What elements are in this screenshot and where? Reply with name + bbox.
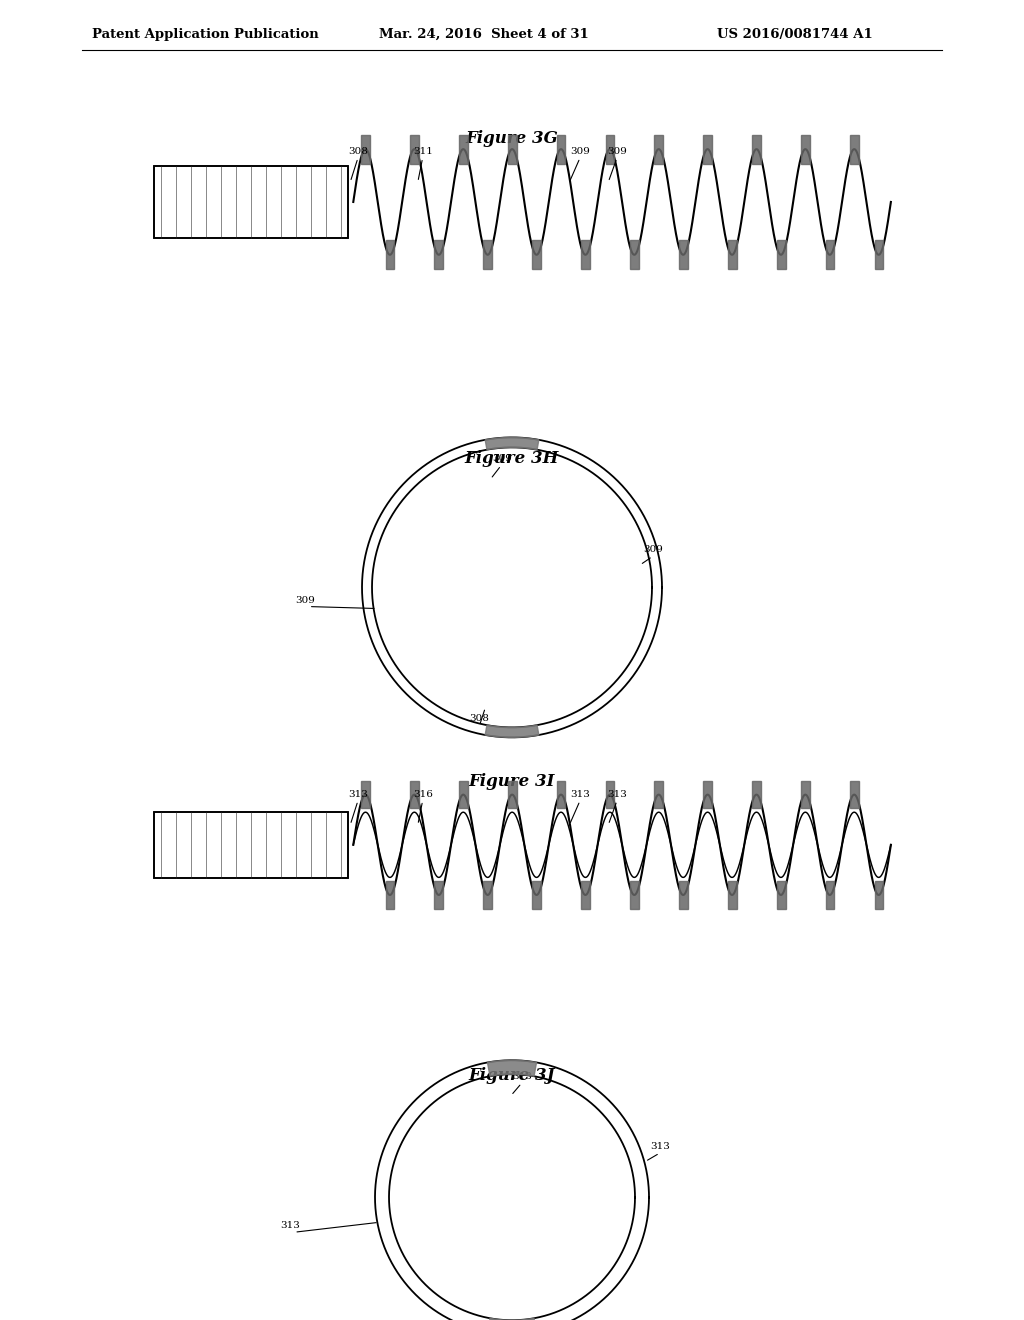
Text: 309: 309 <box>570 147 591 156</box>
Text: 313: 313 <box>348 789 369 799</box>
Text: 313: 313 <box>280 1221 300 1230</box>
Polygon shape <box>487 1060 537 1076</box>
Text: Figure 3I: Figure 3I <box>469 774 555 789</box>
Bar <box>630 240 639 269</box>
Bar <box>434 240 443 269</box>
Bar <box>605 135 614 164</box>
Bar <box>582 882 590 908</box>
Bar <box>605 781 614 808</box>
Bar <box>459 135 468 164</box>
Bar <box>483 882 493 908</box>
Bar <box>154 166 348 238</box>
Bar <box>850 781 859 808</box>
Bar <box>753 781 761 808</box>
Text: Patent Application Publication: Patent Application Publication <box>92 28 318 41</box>
Text: 309: 309 <box>607 147 628 156</box>
Text: 311: 311 <box>413 147 433 156</box>
Bar <box>874 882 884 908</box>
Text: 313: 313 <box>512 1072 532 1081</box>
Bar <box>630 882 639 908</box>
Text: 309: 309 <box>295 595 315 605</box>
Bar <box>728 240 736 269</box>
Bar <box>532 882 541 908</box>
Bar <box>557 781 565 808</box>
Bar <box>154 166 348 238</box>
Polygon shape <box>485 437 539 450</box>
Text: 309: 309 <box>492 454 512 463</box>
Bar <box>582 240 590 269</box>
Bar <box>508 135 516 164</box>
Bar <box>777 882 785 908</box>
Bar <box>679 240 688 269</box>
Text: 316: 316 <box>413 789 433 799</box>
Bar <box>386 240 394 269</box>
Bar <box>459 781 468 808</box>
Bar <box>154 812 348 878</box>
Text: 308: 308 <box>469 714 489 723</box>
Bar <box>801 135 810 164</box>
Text: Figure 3J: Figure 3J <box>469 1068 555 1084</box>
Text: Mar. 24, 2016  Sheet 4 of 31: Mar. 24, 2016 Sheet 4 of 31 <box>379 28 589 41</box>
Bar <box>508 781 516 808</box>
Text: 308: 308 <box>348 147 369 156</box>
Text: 313: 313 <box>650 1142 671 1151</box>
Bar <box>825 240 835 269</box>
Text: Figure 3H: Figure 3H <box>465 450 559 466</box>
Bar <box>557 135 565 164</box>
Bar <box>654 135 664 164</box>
Bar <box>703 781 712 808</box>
Bar <box>361 135 370 164</box>
Text: 309: 309 <box>643 545 664 554</box>
Text: Figure 3G: Figure 3G <box>466 131 558 147</box>
Bar <box>753 135 761 164</box>
Bar <box>679 882 688 908</box>
Text: US 2016/0081744 A1: US 2016/0081744 A1 <box>717 28 872 41</box>
Bar <box>410 781 419 808</box>
Bar <box>801 781 810 808</box>
Bar <box>777 240 785 269</box>
Bar <box>654 781 664 808</box>
Bar <box>728 882 736 908</box>
Bar <box>532 240 541 269</box>
Bar <box>410 135 419 164</box>
Bar <box>874 240 884 269</box>
Text: 313: 313 <box>570 789 591 799</box>
Bar <box>825 882 835 908</box>
Bar <box>850 135 859 164</box>
Bar <box>703 135 712 164</box>
Text: 313: 313 <box>607 789 628 799</box>
Bar <box>434 882 443 908</box>
Bar <box>361 781 370 808</box>
Polygon shape <box>485 725 539 738</box>
Bar <box>483 240 493 269</box>
Polygon shape <box>487 1319 537 1320</box>
Bar <box>386 882 394 908</box>
Bar <box>154 812 348 878</box>
